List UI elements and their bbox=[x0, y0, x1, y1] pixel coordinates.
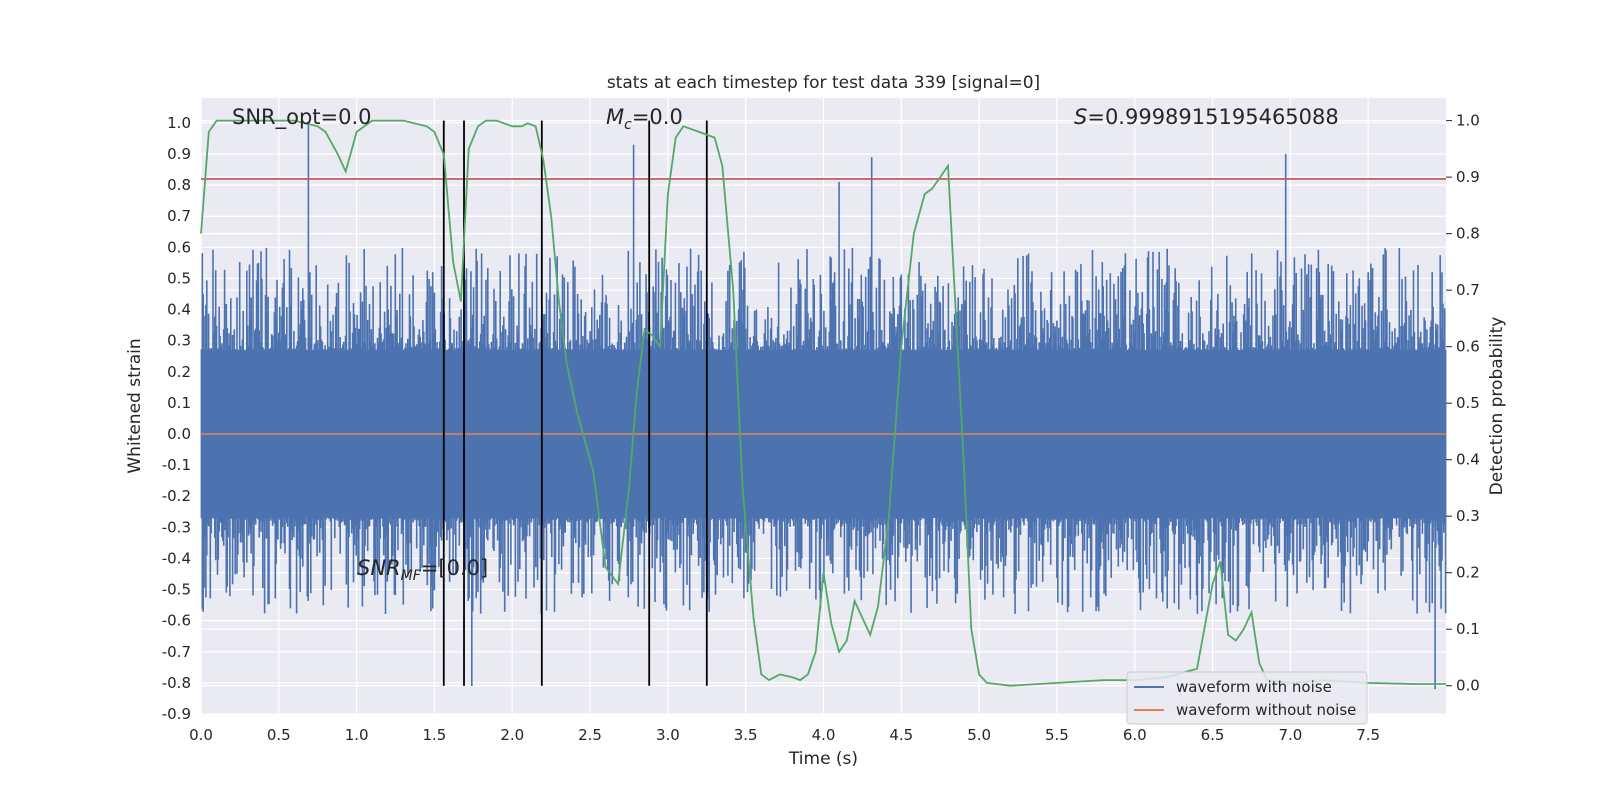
y-tick-label: -0.8 bbox=[162, 674, 191, 692]
x-tick-label: 2.5 bbox=[578, 726, 602, 744]
chirp-mass-subscript: c bbox=[624, 117, 632, 133]
right-y-tick-label: 0.8 bbox=[1456, 225, 1480, 243]
snr-opt-annotation: SNR_opt=0.0 bbox=[232, 105, 372, 130]
right-y-tick-label: 0.9 bbox=[1456, 168, 1480, 186]
legend-label-clean: waveform without noise bbox=[1176, 701, 1356, 719]
right-y-tick-label: 0.2 bbox=[1456, 564, 1480, 582]
y-tick-label: -0.5 bbox=[162, 581, 191, 599]
score-annotation: S=0.9998915195465088 bbox=[1074, 105, 1339, 129]
legend-box bbox=[1126, 671, 1368, 725]
right-y-tick-label: 0.7 bbox=[1456, 281, 1480, 299]
right-y-tick-label: 0.1 bbox=[1456, 620, 1480, 638]
chart-title: stats at each timestep for test data 339… bbox=[607, 73, 1040, 93]
snr-mf-subscript: MF bbox=[401, 568, 422, 584]
chirp-mass-value: =0.0 bbox=[632, 105, 683, 129]
y-tick-label: 0.6 bbox=[167, 238, 191, 256]
right-y-tick-label: 1.0 bbox=[1456, 112, 1480, 130]
x-axis-label: Time (s) bbox=[788, 749, 858, 769]
legend: waveform with noise waveform without noi… bbox=[1126, 671, 1368, 725]
right-y-tick-label: 0.3 bbox=[1456, 507, 1480, 525]
legend-label-noise: waveform with noise bbox=[1176, 678, 1332, 696]
chirp-mass-annotation: Mc=0.0 bbox=[606, 105, 683, 133]
x-tick-label: 7.5 bbox=[1356, 726, 1380, 744]
x-tick-label: 1.0 bbox=[345, 726, 369, 744]
x-tick-label: 0.5 bbox=[267, 726, 291, 744]
y-tick-label: 1.0 bbox=[167, 114, 191, 132]
snr-mf-symbol: SNR bbox=[357, 556, 401, 580]
y-axis-label: Whitened strain bbox=[125, 338, 145, 473]
y-tick-label: 0.3 bbox=[167, 332, 191, 350]
axis-layer: 0.0 0.5 1.0 1.5 2.0 2.5 3.0 3.5 4.0 4.5 5.0 5.5 6.0 6… bbox=[162, 112, 1480, 744]
y-tick-label: 0.2 bbox=[167, 363, 191, 381]
score-symbol: S bbox=[1074, 105, 1087, 129]
data-layer bbox=[200, 119, 1447, 690]
x-tick-label: 6.0 bbox=[1123, 726, 1147, 744]
y-tick-label: 0.5 bbox=[167, 269, 191, 287]
snr-mf-annotation: SNRMF=[0.0] bbox=[357, 556, 488, 584]
x-tick-label: 3.5 bbox=[734, 726, 758, 744]
y-tick-label: -0.4 bbox=[162, 549, 191, 567]
right-y-tick-label: 0.0 bbox=[1456, 677, 1480, 695]
x-tick-label: 2.0 bbox=[500, 726, 524, 744]
x-tick-label: 3.0 bbox=[656, 726, 680, 744]
x-tick-label: 5.5 bbox=[1045, 726, 1069, 744]
right-y-tick-label: 0.4 bbox=[1456, 451, 1480, 469]
right-y-tick-label: 0.5 bbox=[1456, 394, 1480, 412]
chirp-mass-symbol: M bbox=[606, 105, 624, 129]
x-tick-label: 1.5 bbox=[423, 726, 447, 744]
snr-mf-value: =[0.0] bbox=[421, 556, 488, 580]
x-tick-label: 7.0 bbox=[1278, 726, 1302, 744]
y-tick-label: -0.7 bbox=[162, 643, 191, 661]
y-tick-label: -0.1 bbox=[162, 456, 191, 474]
y-tick-label: 0.9 bbox=[167, 145, 191, 163]
y-tick-label: 0.8 bbox=[167, 176, 191, 194]
y-tick-label: 0.4 bbox=[167, 301, 191, 319]
y-tick-label: -0.6 bbox=[162, 612, 191, 630]
y-tick-label: -0.2 bbox=[162, 487, 191, 505]
y-tick-label: -0.3 bbox=[162, 518, 191, 536]
x-tick-label: 6.5 bbox=[1201, 726, 1225, 744]
x-tick-label: 4.5 bbox=[889, 726, 913, 744]
right-y-axis-label: Detection probability bbox=[1487, 317, 1507, 496]
y-tick-label: 0.0 bbox=[167, 425, 191, 443]
x-tick-label: 4.0 bbox=[812, 726, 836, 744]
right-y-tick-label: 0.6 bbox=[1456, 338, 1480, 356]
y-tick-label: 0.1 bbox=[167, 394, 191, 412]
x-tick-label: 0.0 bbox=[189, 726, 213, 744]
y-tick-label: -0.9 bbox=[162, 705, 191, 723]
x-tick-label: 5.0 bbox=[967, 726, 991, 744]
score-value: =0.9998915195465088 bbox=[1087, 105, 1338, 129]
detection-probability-series bbox=[200, 119, 1446, 687]
y-tick-label: 0.7 bbox=[167, 207, 191, 225]
